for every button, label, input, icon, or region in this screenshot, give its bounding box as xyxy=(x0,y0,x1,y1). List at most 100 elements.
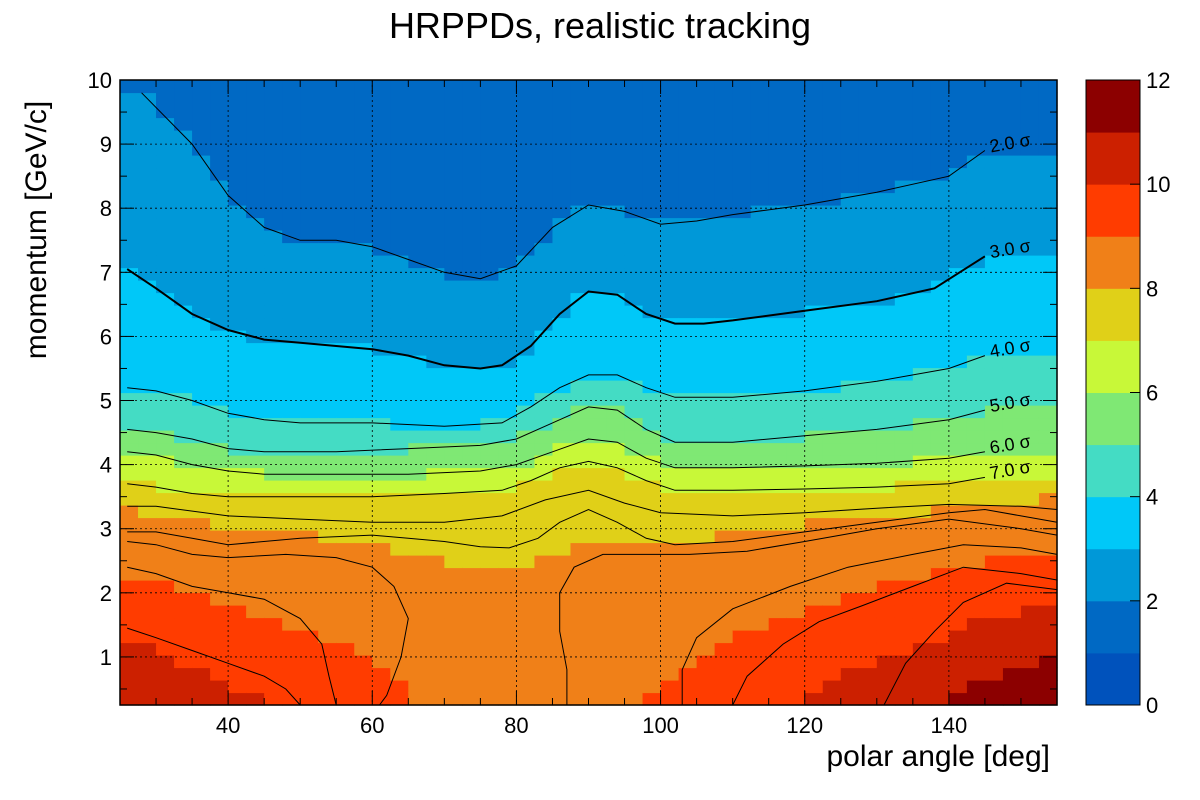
heatmap-cell xyxy=(372,180,391,194)
heatmap-cell xyxy=(642,105,662,119)
heatmap-cell xyxy=(444,592,463,606)
heatmap-cell xyxy=(894,305,914,319)
heatmap-cell xyxy=(768,267,788,281)
heatmap-cell xyxy=(624,667,644,681)
heatmap-cell xyxy=(534,605,554,619)
heatmap-cell xyxy=(642,542,662,556)
heatmap-cell xyxy=(948,592,968,606)
heatmap-cell xyxy=(606,667,626,681)
heatmap-cell xyxy=(876,442,896,456)
heatmap-cell xyxy=(120,567,139,581)
heatmap-cell xyxy=(462,442,481,456)
heatmap-cell xyxy=(642,92,662,106)
heatmap-cell xyxy=(156,355,175,369)
heatmap-cell xyxy=(282,105,301,119)
heatmap-cell xyxy=(120,605,139,619)
heatmap-cell xyxy=(750,642,770,656)
heatmap-cell xyxy=(408,542,427,556)
heatmap-cell xyxy=(624,517,644,531)
heatmap-cell xyxy=(516,105,536,119)
heatmap-cell xyxy=(1002,592,1022,606)
heatmap-cell xyxy=(606,155,626,169)
heatmap-cell xyxy=(498,180,518,194)
heatmap-cell xyxy=(138,505,157,519)
heatmap-cell xyxy=(876,155,896,169)
heatmap-cell xyxy=(678,667,698,681)
heatmap-cell xyxy=(750,455,770,469)
heatmap-cell xyxy=(462,205,481,219)
heatmap-cell xyxy=(192,217,211,231)
heatmap-cell xyxy=(336,292,355,306)
heatmap-cell xyxy=(894,242,914,256)
heatmap-cell xyxy=(840,305,860,319)
contour-line xyxy=(127,489,1058,523)
heatmap-cell xyxy=(642,555,662,569)
heatmap-cell xyxy=(156,255,175,269)
heatmap-cell xyxy=(282,480,301,494)
heatmap-cell xyxy=(570,117,590,131)
heatmap-cell xyxy=(1002,655,1022,669)
heatmap-cell xyxy=(840,605,860,619)
heatmap-cell xyxy=(1038,292,1058,306)
heatmap-cell xyxy=(534,542,554,556)
heatmap-cell xyxy=(300,505,319,519)
heatmap-cell xyxy=(624,130,644,144)
heatmap-cell xyxy=(156,167,175,181)
heatmap-cell xyxy=(300,555,319,569)
heatmap-cell xyxy=(822,392,842,406)
heatmap-cell xyxy=(552,92,572,106)
heatmap-cell xyxy=(840,617,860,631)
heatmap-cell xyxy=(552,505,572,519)
heatmap-cell xyxy=(138,580,157,594)
heatmap-cell xyxy=(300,442,319,456)
heatmap-cell xyxy=(984,455,1004,469)
heatmap-cell xyxy=(768,567,788,581)
heatmap-cell xyxy=(984,655,1004,669)
heatmap-cell xyxy=(624,455,644,469)
heatmap-cell xyxy=(372,692,391,706)
heatmap-cell xyxy=(570,655,590,669)
heatmap-cell xyxy=(228,292,247,306)
heatmap-cell xyxy=(984,280,1004,294)
heatmap-cell xyxy=(444,105,463,119)
heatmap-cell xyxy=(930,530,950,544)
heatmap-cell xyxy=(840,117,860,131)
heatmap-cell xyxy=(1020,505,1040,519)
heatmap-cell xyxy=(138,430,157,444)
y-tick-label: 6 xyxy=(100,324,112,349)
heatmap-cell xyxy=(1020,230,1040,244)
heatmap-cell xyxy=(768,280,788,294)
heatmap-cell xyxy=(894,530,914,544)
heatmap-cell xyxy=(192,117,211,131)
contour-line xyxy=(127,438,985,475)
heatmap-cell xyxy=(282,167,301,181)
heatmap-cell xyxy=(264,392,283,406)
heatmap-cell xyxy=(1020,155,1040,169)
heatmap-cell xyxy=(858,405,878,419)
heatmap-cell xyxy=(804,380,824,394)
heatmap-cell xyxy=(444,80,463,94)
heatmap-cell xyxy=(912,105,932,119)
heatmap-cell xyxy=(588,192,608,206)
heatmap-cell xyxy=(894,255,914,269)
heatmap-cell xyxy=(876,255,896,269)
heatmap-cell xyxy=(696,592,716,606)
heatmap-cell xyxy=(516,305,536,319)
heatmap-cell xyxy=(696,655,716,669)
heatmap-cell xyxy=(408,455,427,469)
heatmap-cell xyxy=(732,242,752,256)
heatmap-cell xyxy=(228,630,247,644)
heatmap-cell xyxy=(282,192,301,206)
heatmap-cell xyxy=(840,417,860,431)
heatmap-cell xyxy=(876,630,896,644)
heatmap-cell xyxy=(228,242,247,256)
heatmap-cell xyxy=(876,342,896,356)
heatmap-cell xyxy=(192,367,211,381)
heatmap-cell xyxy=(858,430,878,444)
heatmap-cell xyxy=(462,480,481,494)
heatmap-cell xyxy=(714,330,734,344)
heatmap-cell xyxy=(336,555,355,569)
heatmap-cell xyxy=(624,505,644,519)
heatmap-cell xyxy=(840,205,860,219)
heatmap-cell xyxy=(174,655,193,669)
